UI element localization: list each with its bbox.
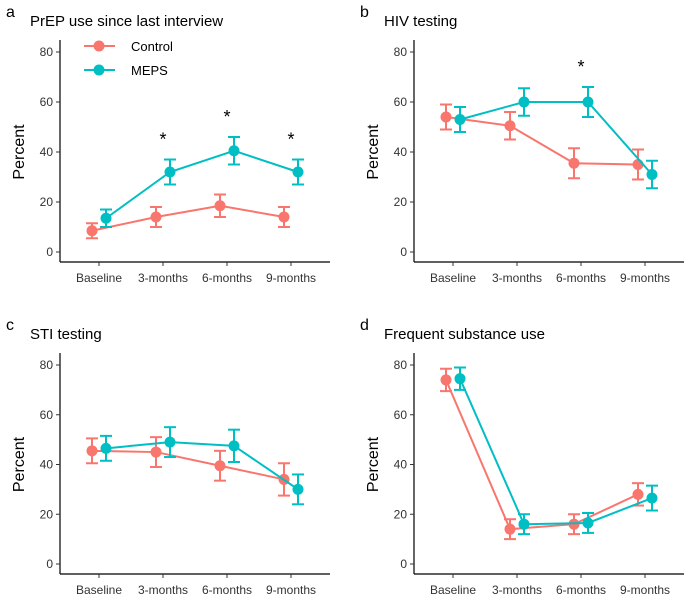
panel-title: STI testing: [30, 326, 102, 343]
y-axis-label: Percent: [365, 436, 382, 492]
x-tick-label: Baseline: [76, 271, 122, 285]
panel-title: Frequent substance use: [384, 326, 545, 343]
panel-letter: c: [6, 317, 14, 334]
data-point-meps: [100, 442, 112, 454]
y-tick-label: 80: [394, 358, 408, 372]
data-point-meps: [454, 114, 466, 125]
y-tick-label: 20: [40, 195, 54, 209]
y-axis-label: Percent: [365, 124, 382, 180]
data-point-meps: [164, 436, 176, 448]
data-point-control: [86, 445, 98, 457]
x-tick-label: 3-months: [138, 583, 188, 597]
data-point-control: [278, 211, 290, 223]
series-line-meps: [459, 101, 653, 176]
series-line-control: [445, 379, 639, 531]
data-point-meps: [582, 96, 594, 108]
data-point-meps: [646, 492, 658, 504]
data-point-meps: [646, 169, 658, 180]
data-point-meps: [292, 166, 304, 178]
series-line-meps: [105, 149, 299, 220]
x-tick-label: 9-months: [620, 583, 670, 597]
y-axis-label: Percent: [11, 436, 28, 492]
legend-marker: [93, 40, 105, 52]
y-tick-label: 80: [394, 45, 408, 59]
y-tick-label: 40: [40, 458, 54, 472]
y-tick-label: 60: [40, 408, 54, 422]
x-tick-label: 3-months: [492, 583, 542, 597]
data-point-meps: [164, 166, 176, 178]
panel-c: c STI testing 0 20 40 60 80 Baseline 3-months 6-m…: [6, 317, 330, 597]
x-tick-label: 9-months: [620, 271, 670, 285]
panel-a: a PrEP use since last interview 0 20 40 60 80 B…: [6, 4, 330, 285]
significance-marker: *: [223, 107, 230, 127]
y-tick-label: 0: [400, 557, 407, 571]
y-tick-label: 40: [394, 458, 408, 472]
panel-title: PrEP use since last interview: [30, 13, 223, 30]
data-point-meps: [518, 96, 530, 108]
y-tick-label: 40: [394, 145, 408, 159]
data-point-control: [214, 200, 226, 212]
x-tick-label: Baseline: [430, 271, 476, 285]
y-tick-label: 80: [40, 358, 54, 372]
y-tick-label: 60: [40, 95, 54, 109]
x-tick-label: Baseline: [430, 583, 476, 597]
y-tick-label: 60: [394, 408, 408, 422]
data-point-control: [440, 111, 452, 123]
data-point-meps: [100, 212, 112, 224]
x-tick-label: 6-months: [202, 271, 252, 285]
x-tick-label: 3-months: [492, 271, 542, 285]
x-tick-label: 9-months: [266, 271, 316, 285]
series-line-meps: [459, 378, 653, 526]
data-point-control: [568, 157, 580, 169]
legend-marker: [93, 64, 105, 76]
panel-b: b HIV testing 0 20 40 60 80 Baseline 3-months 6-m…: [360, 4, 684, 285]
legend-label: MEPS: [131, 63, 168, 78]
data-point-meps: [454, 373, 466, 385]
panel-letter: d: [360, 317, 369, 334]
x-tick-label: 9-months: [266, 583, 316, 597]
data-point-control: [86, 225, 98, 237]
data-point-control: [504, 120, 516, 132]
data-point-meps: [228, 440, 240, 452]
y-tick-label: 0: [46, 557, 53, 571]
legend-label: Control: [131, 39, 173, 54]
series-line-control: [91, 449, 285, 481]
data-point-meps: [582, 517, 594, 529]
panel-letter: a: [6, 4, 15, 21]
data-point-control: [214, 460, 226, 472]
y-tick-label: 20: [40, 507, 54, 521]
x-tick-label: 6-months: [556, 271, 606, 285]
panel-d: d Frequent substance use 0 20 40 60 80 Baseline…: [360, 317, 684, 597]
significance-marker: *: [577, 57, 584, 77]
y-tick-label: 0: [400, 245, 407, 259]
significance-marker: *: [159, 130, 166, 150]
y-tick-label: 80: [40, 45, 54, 59]
y-tick-label: 20: [394, 195, 408, 209]
y-tick-label: 60: [394, 95, 408, 109]
data-point-control: [504, 523, 516, 535]
y-tick-label: 20: [394, 507, 408, 521]
x-tick-label: 6-months: [202, 583, 252, 597]
y-tick-label: 0: [46, 245, 53, 259]
data-point-control: [440, 374, 452, 386]
data-point-meps: [292, 483, 304, 495]
series-line-meps: [105, 441, 299, 491]
y-tick-label: 40: [40, 145, 54, 159]
data-point-control: [150, 211, 162, 223]
panel-letter: b: [360, 4, 369, 21]
significance-marker: *: [287, 130, 294, 150]
data-point-control: [150, 446, 162, 458]
x-tick-label: 3-months: [138, 271, 188, 285]
panel-title: HIV testing: [384, 13, 457, 30]
data-point-meps: [518, 518, 530, 530]
data-point-control: [632, 488, 644, 500]
series-line-control: [445, 116, 639, 166]
data-point-meps: [228, 145, 240, 157]
x-tick-label: Baseline: [76, 583, 122, 597]
y-axis-label: Percent: [11, 124, 28, 180]
series-line-control: [91, 204, 285, 232]
x-tick-label: 6-months: [556, 583, 606, 597]
